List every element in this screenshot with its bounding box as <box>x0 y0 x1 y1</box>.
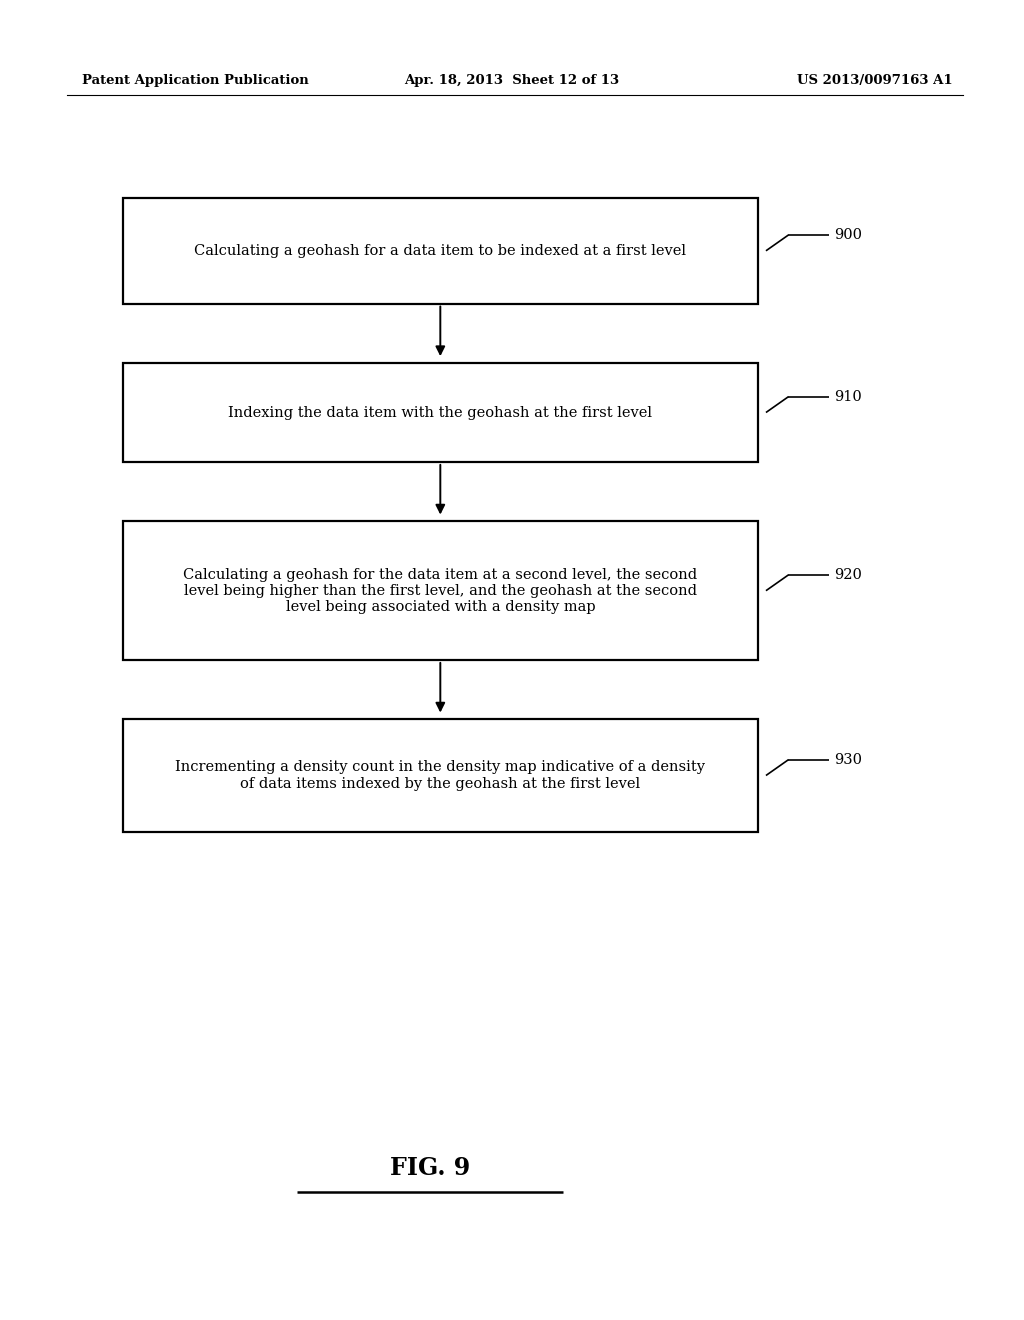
Text: Calculating a geohash for the data item at a second level, the second
level bein: Calculating a geohash for the data item … <box>183 568 697 614</box>
Text: Incrementing a density count in the density map indicative of a density
of data : Incrementing a density count in the dens… <box>175 760 706 791</box>
Text: 930: 930 <box>835 752 862 767</box>
Text: FIG. 9: FIG. 9 <box>390 1156 470 1180</box>
Text: Calculating a geohash for a data item to be indexed at a first level: Calculating a geohash for a data item to… <box>195 244 686 257</box>
Bar <box>123 719 758 832</box>
Text: 910: 910 <box>835 389 862 404</box>
Text: 920: 920 <box>835 568 862 582</box>
Text: Indexing the data item with the geohash at the first level: Indexing the data item with the geohash … <box>228 405 652 420</box>
Bar <box>123 521 758 660</box>
Text: US 2013/0097163 A1: US 2013/0097163 A1 <box>797 74 952 87</box>
Text: Patent Application Publication: Patent Application Publication <box>82 74 308 87</box>
Text: 900: 900 <box>835 228 862 242</box>
Bar <box>123 363 758 462</box>
Text: Apr. 18, 2013  Sheet 12 of 13: Apr. 18, 2013 Sheet 12 of 13 <box>404 74 620 87</box>
Bar <box>123 198 758 304</box>
